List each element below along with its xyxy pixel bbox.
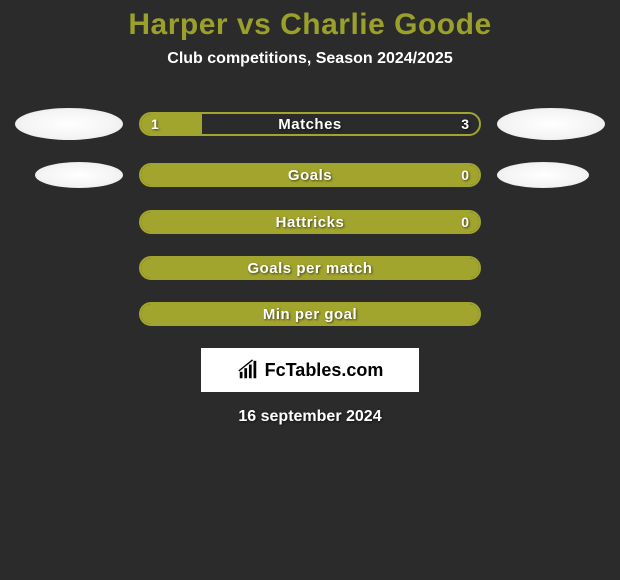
- spacer-left: [15, 256, 123, 280]
- stat-label: Min per goal: [141, 304, 479, 324]
- logo-box: FcTables.com: [201, 348, 419, 392]
- comparison-infographic: Harper vs Charlie Goode Club competition…: [0, 0, 620, 426]
- player-left-marker: [35, 162, 123, 188]
- stat-label: Goals per match: [141, 258, 479, 278]
- stat-label: Goals: [141, 165, 479, 185]
- spacer-right: [497, 302, 605, 326]
- stat-value-right: 3: [461, 114, 469, 134]
- spacer-left: [15, 210, 123, 234]
- date-text: 16 september 2024: [0, 408, 620, 426]
- stat-row-goals: Goals 0: [0, 162, 620, 188]
- player-right-marker: [497, 162, 589, 188]
- stat-value-right: 0: [461, 165, 469, 185]
- stat-bar: Min per goal: [139, 302, 481, 326]
- stat-label: Matches: [141, 114, 479, 134]
- subtitle: Club competitions, Season 2024/2025: [0, 50, 620, 68]
- player-right-marker: [497, 108, 605, 140]
- stat-bar: 1 Matches 3: [139, 112, 481, 136]
- stat-label: Hattricks: [141, 212, 479, 232]
- stat-row-goals-per-match: Goals per match: [0, 256, 620, 280]
- spacer-right: [497, 256, 605, 280]
- stat-row-hattricks: Hattricks 0: [0, 210, 620, 234]
- spacer-left: [15, 302, 123, 326]
- spacer-right: [497, 210, 605, 234]
- stat-value-right: 0: [461, 212, 469, 232]
- chart-icon: [237, 359, 259, 381]
- page-title: Harper vs Charlie Goode: [0, 8, 620, 42]
- stat-bar: Goals 0: [139, 163, 481, 187]
- logo-text: FcTables.com: [265, 360, 384, 381]
- player-left-marker: [15, 108, 123, 140]
- stat-bar: Goals per match: [139, 256, 481, 280]
- stat-bar: Hattricks 0: [139, 210, 481, 234]
- stat-row-matches: 1 Matches 3: [0, 108, 620, 140]
- stat-row-min-per-goal: Min per goal: [0, 302, 620, 326]
